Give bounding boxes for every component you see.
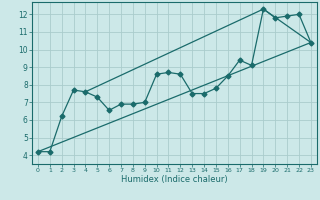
X-axis label: Humidex (Indice chaleur): Humidex (Indice chaleur) (121, 175, 228, 184)
